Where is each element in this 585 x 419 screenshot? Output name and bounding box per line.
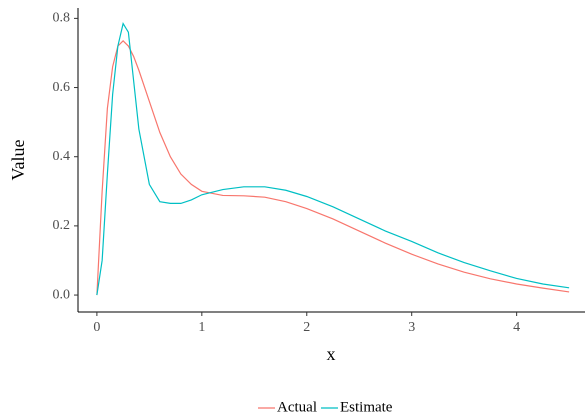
x-tick-label: 3 (408, 320, 415, 335)
series-line (96, 40, 570, 296)
legend-label: Actual (277, 399, 317, 415)
x-axis-title: x (327, 344, 336, 364)
x-tick-label: 1 (198, 320, 205, 335)
legend-label: Estimate (340, 399, 393, 415)
y-tick-label: 0.4 (53, 149, 71, 164)
x-tick-label: 4 (513, 320, 520, 335)
y-axis-title: Value (8, 139, 28, 180)
y-tick-label: 0.8 (53, 11, 71, 26)
series-line (96, 21, 570, 296)
y-tick-label: 0.2 (53, 218, 71, 233)
y-tick-label: 0.6 (53, 80, 71, 95)
x-tick-label: 0 (93, 320, 100, 335)
x-tick-label: 2 (303, 320, 310, 335)
y-tick-label: 0.0 (53, 287, 71, 302)
